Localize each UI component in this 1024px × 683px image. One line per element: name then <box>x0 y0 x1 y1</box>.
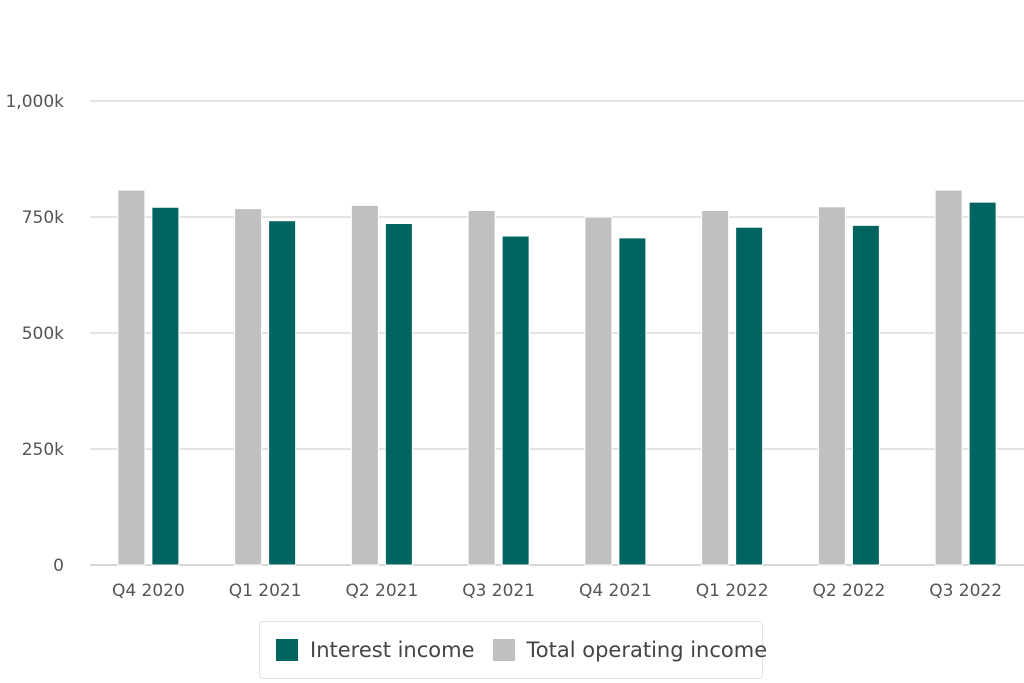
y-tick-label: 1,000k <box>5 92 64 112</box>
legend-swatch-total-operating-income <box>492 639 515 661</box>
bar-total-operating-income-q3-2022[interactable] <box>934 189 963 566</box>
bar-interest-income-q1-2022[interactable] <box>735 226 764 566</box>
bar-interest-income-q1-2021[interactable] <box>268 220 297 566</box>
legend-label-total-operating-income: Total operating income <box>526 638 768 662</box>
bar-total-operating-income-q3-2021[interactable] <box>467 210 496 566</box>
y-axis-tick-labels: 0 250k 500k 750k 1,000k <box>5 92 64 576</box>
y-tick-label: 750k <box>22 208 64 228</box>
x-tick-label: Q3 2022 <box>929 581 1002 601</box>
legend-label-interest-income: Interest income <box>310 638 475 662</box>
bar-chart: 0 250k 500k 750k 1,000k Q4 2020 Q1 2021 Q2 202… <box>5 92 1024 601</box>
legend: Interest income Total operating income <box>259 621 767 679</box>
bar-interest-income-q3-2021[interactable] <box>501 235 530 566</box>
bar-total-operating-income-q2-2021[interactable] <box>350 204 379 566</box>
bar-total-operating-income-q4-2020[interactable] <box>117 189 146 566</box>
bar-total-operating-income-q4-2021[interactable] <box>584 216 613 566</box>
gridlines <box>90 100 1024 566</box>
x-tick-label: Q4 2020 <box>112 581 185 601</box>
legend-item-interest-income[interactable]: Interest income <box>276 638 475 662</box>
x-tick-label: Q3 2021 <box>462 581 535 601</box>
legend-item-total-operating-income[interactable]: Total operating income <box>492 638 768 662</box>
bars <box>117 189 997 566</box>
bar-interest-income-q4-2020[interactable] <box>151 206 180 566</box>
y-tick-label: 500k <box>22 324 64 344</box>
legend-swatch-interest-income <box>276 639 298 661</box>
bar-interest-income-q3-2022[interactable] <box>968 201 997 566</box>
x-tick-label: Q2 2022 <box>812 581 885 601</box>
x-axis-tick-labels: Q4 2020 Q1 2021 Q2 2021 Q3 2021 Q4 2021 Q1 20… <box>112 581 1002 601</box>
bar-interest-income-q4-2021[interactable] <box>618 237 647 566</box>
x-tick-label: Q1 2022 <box>696 581 769 601</box>
y-tick-label: 250k <box>22 440 64 460</box>
bar-total-operating-income-q1-2021[interactable] <box>234 208 263 566</box>
bar-interest-income-q2-2021[interactable] <box>384 222 413 566</box>
x-tick-label: Q2 2021 <box>345 581 418 601</box>
bar-total-operating-income-q1-2022[interactable] <box>701 210 730 566</box>
x-tick-label: Q4 2021 <box>579 581 652 601</box>
y-tick-label: 0 <box>53 556 64 576</box>
x-tick-label: Q1 2021 <box>229 581 302 601</box>
bar-interest-income-q2-2022[interactable] <box>851 224 880 566</box>
bar-total-operating-income-q2-2022[interactable] <box>817 206 846 566</box>
